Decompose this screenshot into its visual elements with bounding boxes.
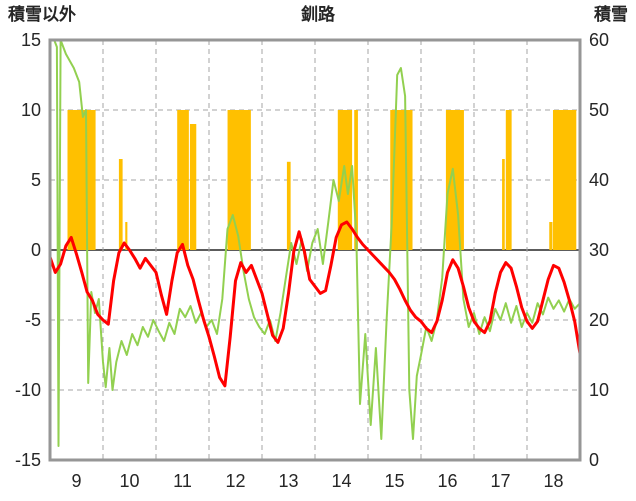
svg-text:9: 9 xyxy=(71,471,81,491)
left-axis-title: 積雪以外 xyxy=(8,5,76,24)
svg-text:60: 60 xyxy=(589,30,609,50)
svg-text:12: 12 xyxy=(225,471,245,491)
svg-text:11: 11 xyxy=(173,471,192,491)
right-axis-title: 積雪 xyxy=(594,5,628,24)
svg-text:16: 16 xyxy=(437,471,457,491)
svg-text:50: 50 xyxy=(589,100,609,120)
svg-text:-5: -5 xyxy=(25,310,41,330)
svg-text:40: 40 xyxy=(589,170,609,190)
svg-text:15: 15 xyxy=(21,30,41,50)
svg-text:17: 17 xyxy=(490,471,510,491)
svg-text:30: 30 xyxy=(589,240,609,260)
svg-text:10: 10 xyxy=(119,471,139,491)
svg-text:5: 5 xyxy=(31,170,41,190)
svg-text:14: 14 xyxy=(331,471,351,491)
svg-text:-15: -15 xyxy=(15,450,41,470)
svg-text:-10: -10 xyxy=(15,380,41,400)
svg-text:15: 15 xyxy=(384,471,404,491)
svg-text:10: 10 xyxy=(589,380,609,400)
svg-text:10: 10 xyxy=(21,100,41,120)
svg-text:0: 0 xyxy=(31,240,41,260)
svg-text:13: 13 xyxy=(278,471,298,491)
chart-title: 釧路 xyxy=(301,5,335,24)
svg-text:18: 18 xyxy=(543,471,563,491)
svg-text:20: 20 xyxy=(589,310,609,330)
svg-text:0: 0 xyxy=(589,450,599,470)
